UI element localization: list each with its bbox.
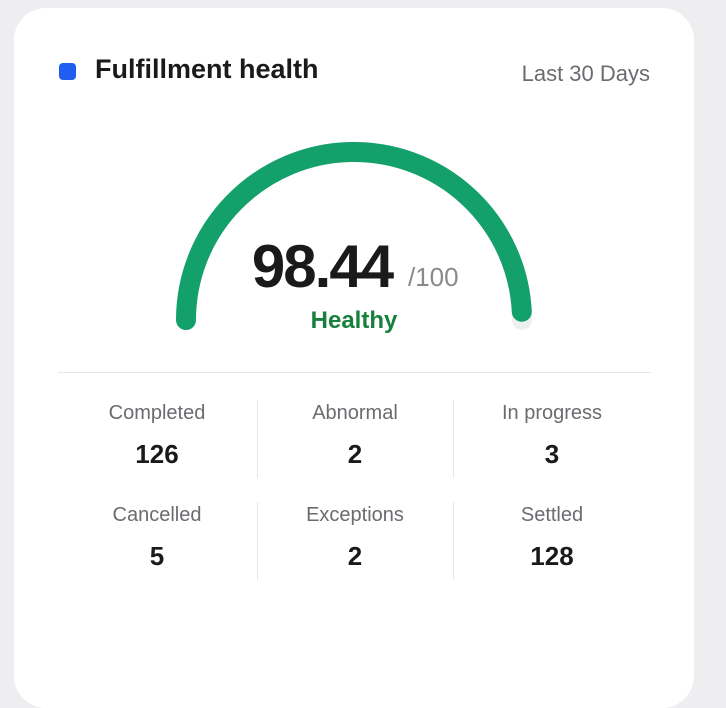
status: Healthy [311,307,398,334]
score-max: /100 [408,262,459,292]
stat-separator [257,502,258,580]
stat-value: 3 [544,439,560,469]
stat: In progress 3 [454,402,650,470]
divider [58,372,651,373]
stat-value: 2 [347,439,363,469]
stat-value: 128 [530,541,574,571]
page: {"header":{"title":"Fulfillment health",… [14,8,694,708]
stat: Abnormal 2 [257,402,453,470]
stat-label: Abnormal [312,402,398,424]
stat-value: 2 [347,541,363,571]
stat-separator [257,400,258,478]
gauge-arc [176,142,532,330]
period-selector[interactable]: Last 30 Days [521,61,650,86]
stat-label: Exceptions [306,504,404,526]
stat-separator [453,502,454,580]
stat: Exceptions 2 [257,504,453,572]
card [14,8,694,708]
score: 98.44 [252,233,395,300]
stat-separator [453,400,454,478]
stat-value: 5 [149,541,165,571]
stat-label: Completed [108,402,206,424]
stat: Cancelled 5 [59,504,255,572]
gauge: 98.44 /100 Healthy [176,142,532,334]
stat: Settled 128 [454,504,650,572]
stat-label: In progress [501,402,603,424]
title-dot [59,63,76,80]
stat-label: Settled [520,504,584,526]
stat-value: 126 [135,439,179,469]
card-title: Fulfillment health [95,54,319,84]
stat-label: Cancelled [112,504,202,526]
stat: Completed 126 [59,402,255,470]
